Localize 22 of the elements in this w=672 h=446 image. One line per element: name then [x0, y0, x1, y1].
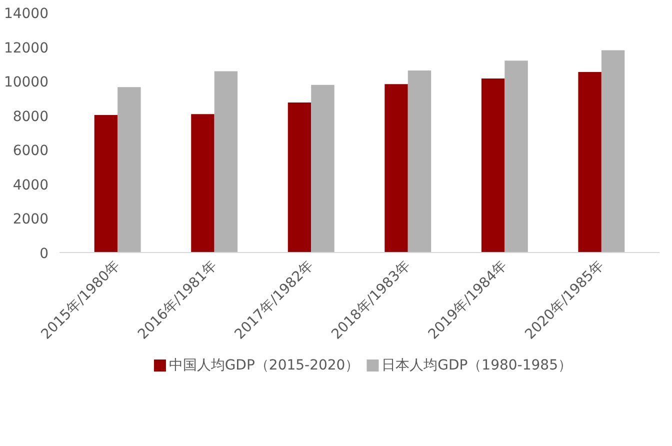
- y-tick-label: 6000: [12, 143, 49, 160]
- bar: [481, 78, 505, 252]
- legend-label: 日本人均GDP（1980-1985）: [382, 358, 572, 374]
- y-tick-label: 14000: [4, 6, 49, 22]
- bar: [118, 87, 141, 252]
- bar: [94, 115, 118, 252]
- bar: [504, 60, 528, 252]
- bar: [601, 50, 625, 252]
- bar: [384, 84, 408, 252]
- bar: [408, 70, 432, 252]
- bar: [288, 102, 312, 252]
- bar: [214, 71, 238, 252]
- y-tick-label: 12000: [4, 40, 49, 56]
- y-tick-label: 2000: [12, 212, 49, 228]
- y-tick-label: 8000: [12, 108, 49, 125]
- bar: [311, 84, 334, 252]
- y-tick-label: 10000: [4, 74, 49, 91]
- bar: [191, 114, 214, 252]
- y-tick-label: 4000: [12, 177, 49, 194]
- y-tick-label: 0: [40, 246, 49, 262]
- bar: [578, 72, 602, 252]
- legend-label: 中国人均GDP（2015-2020）: [168, 358, 360, 374]
